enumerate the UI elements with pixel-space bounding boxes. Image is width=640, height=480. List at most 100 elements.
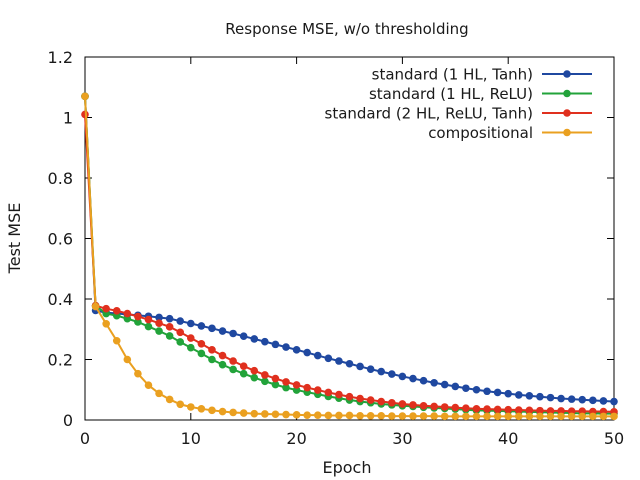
data-point [514, 391, 523, 399]
data-point [250, 409, 259, 418]
data-point [197, 349, 206, 358]
data-point [419, 401, 428, 410]
data-point [451, 412, 460, 421]
data-point [176, 317, 185, 325]
y-axis-label: Test MSE [5, 203, 24, 275]
data-point [271, 410, 280, 419]
data-point [377, 367, 386, 376]
data-point [335, 357, 343, 365]
x-tick-label: 10 [181, 429, 201, 448]
data-point [388, 398, 396, 407]
data-point [282, 378, 290, 386]
data-point [335, 390, 343, 399]
data-point [239, 332, 248, 341]
data-point [472, 385, 481, 394]
data-point [250, 335, 259, 343]
legend-marker [563, 128, 571, 137]
data-point [165, 314, 174, 323]
legend-label: compositional [428, 124, 533, 142]
y-tick-label: 1.2 [48, 48, 73, 67]
data-point [187, 343, 195, 352]
data-point [345, 359, 354, 368]
data-point [134, 312, 142, 321]
data-point [377, 397, 386, 406]
data-point [525, 406, 534, 415]
data-point [472, 405, 481, 413]
data-point [335, 411, 343, 420]
data-point [282, 410, 290, 419]
data-point [440, 403, 449, 411]
series [81, 110, 618, 416]
data-point [430, 402, 438, 411]
data-point [239, 409, 248, 417]
data-point [345, 411, 354, 420]
data-point [409, 374, 417, 383]
data-point [610, 397, 618, 406]
data-point [430, 412, 438, 420]
data-point [176, 338, 185, 346]
plot-series [81, 92, 618, 421]
data-point [229, 365, 237, 374]
data-point [218, 351, 227, 360]
data-point [377, 411, 386, 420]
data-point [419, 412, 428, 420]
data-point [239, 369, 248, 378]
data-point [430, 378, 438, 387]
data-point [102, 320, 110, 328]
y-tick-label: 1 [63, 109, 73, 128]
legend-entry: standard (1 HL, Tanh) [372, 66, 592, 84]
data-point [313, 386, 322, 394]
data-point [324, 388, 333, 397]
data-point [261, 337, 269, 346]
data-point [261, 371, 269, 379]
data-point [187, 403, 195, 411]
data-point [483, 387, 491, 396]
y-tick-label: 0.4 [48, 290, 73, 309]
data-point [261, 377, 269, 386]
data-point [409, 401, 417, 409]
data-point [398, 412, 407, 420]
data-point [483, 412, 491, 421]
data-point [440, 380, 449, 389]
data-point [483, 405, 491, 413]
data-point [271, 380, 280, 389]
data-point [292, 381, 301, 389]
y-tick-label: 0.6 [48, 230, 73, 249]
data-point [589, 412, 597, 421]
data-point [165, 332, 174, 340]
data-point [451, 382, 460, 391]
data-point [567, 395, 576, 403]
data-point [345, 392, 354, 401]
data-point [610, 412, 618, 421]
y-tick-label: 0.8 [48, 169, 73, 188]
data-point [91, 302, 100, 311]
chart-title: Response MSE, w/o thresholding [225, 20, 468, 38]
data-point [514, 406, 523, 414]
data-point [165, 323, 174, 331]
y-tick-label: 0.2 [48, 351, 73, 370]
axes: 0 10 20 30 40 50 0 0.2 0.4 0.6 0.8 1 1.2 [48, 48, 625, 448]
data-point [271, 374, 280, 383]
data-point [271, 340, 280, 349]
data-point [112, 307, 121, 315]
data-point [567, 412, 576, 421]
data-point [493, 405, 502, 414]
data-point [112, 336, 121, 345]
data-point [472, 412, 481, 421]
legend-marker [563, 70, 571, 78]
data-point [123, 355, 132, 364]
data-point [578, 412, 587, 421]
data-point [292, 346, 301, 354]
legend: standard (1 HL, Tanh)standard (1 HL, ReL… [325, 66, 592, 142]
data-point [440, 412, 449, 421]
data-point [398, 372, 407, 381]
data-point [546, 393, 555, 402]
series [81, 92, 618, 421]
x-tick-label: 40 [498, 429, 518, 448]
data-point [250, 373, 259, 382]
data-point [155, 319, 163, 328]
data-point [324, 354, 333, 363]
data-point [208, 324, 216, 333]
data-point [388, 412, 396, 420]
